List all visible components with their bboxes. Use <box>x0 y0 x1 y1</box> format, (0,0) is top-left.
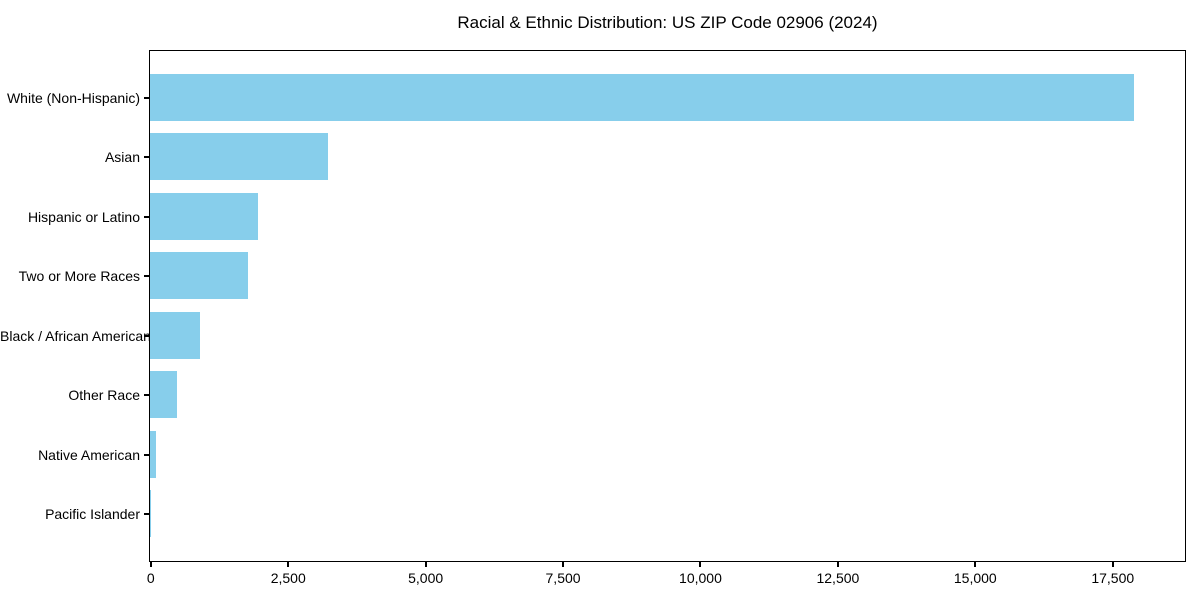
x-tick-mark <box>287 562 290 567</box>
x-tick-label: 12,500 <box>816 570 860 586</box>
bar-two-or-more-races <box>150 252 248 299</box>
y-tick-mark <box>144 453 149 456</box>
chart-title: Racial & Ethnic Distribution: US ZIP Cod… <box>457 13 878 32</box>
y-tick-mark <box>144 215 149 218</box>
x-tick-mark <box>562 562 565 567</box>
x-tick-label: 15,000 <box>953 570 997 586</box>
bar-native-american <box>150 430 157 478</box>
y-axis-label: Pacific Islander <box>45 506 140 523</box>
y-axis-label: Other Race <box>68 387 140 404</box>
y-axis-label: Asian <box>104 149 140 166</box>
y-tick-mark <box>144 275 149 278</box>
x-tick-mark <box>974 562 977 567</box>
y-tick-mark <box>144 513 149 516</box>
plot-area <box>149 50 1186 562</box>
bar-other-race <box>150 371 177 418</box>
bar-black-african-american <box>150 311 201 359</box>
y-axis-label: Black / African American <box>0 327 151 344</box>
bar-pacific-islander <box>150 490 151 537</box>
x-tick-label: 0 <box>146 570 155 586</box>
y-axis-label: Native American <box>38 446 140 463</box>
x-tick-label: 2,500 <box>270 570 306 586</box>
y-tick-mark <box>144 394 149 397</box>
bar-hispanic-or-latino <box>150 192 258 240</box>
x-tick-mark <box>699 562 702 567</box>
y-tick-mark <box>144 96 149 99</box>
x-tick-label: 10,000 <box>679 570 722 586</box>
y-tick-mark <box>144 156 149 159</box>
x-tick-mark <box>836 562 839 567</box>
x-tick-mark <box>1111 562 1114 567</box>
bar-asian <box>150 133 329 180</box>
y-axis-label: Two or More Races <box>18 268 140 285</box>
x-tick-label: 5,000 <box>408 570 444 586</box>
bar-white-non-hispanic <box>150 73 1134 121</box>
y-tick-mark <box>144 334 149 337</box>
y-axis-label: White (Non-Hispanic) <box>6 89 140 106</box>
x-tick-mark <box>149 562 152 567</box>
x-tick-mark <box>424 562 427 567</box>
x-tick-label: 17,500 <box>1091 570 1135 586</box>
x-tick-label: 7,500 <box>545 570 581 586</box>
y-axis-label: Hispanic or Latino <box>27 208 140 225</box>
